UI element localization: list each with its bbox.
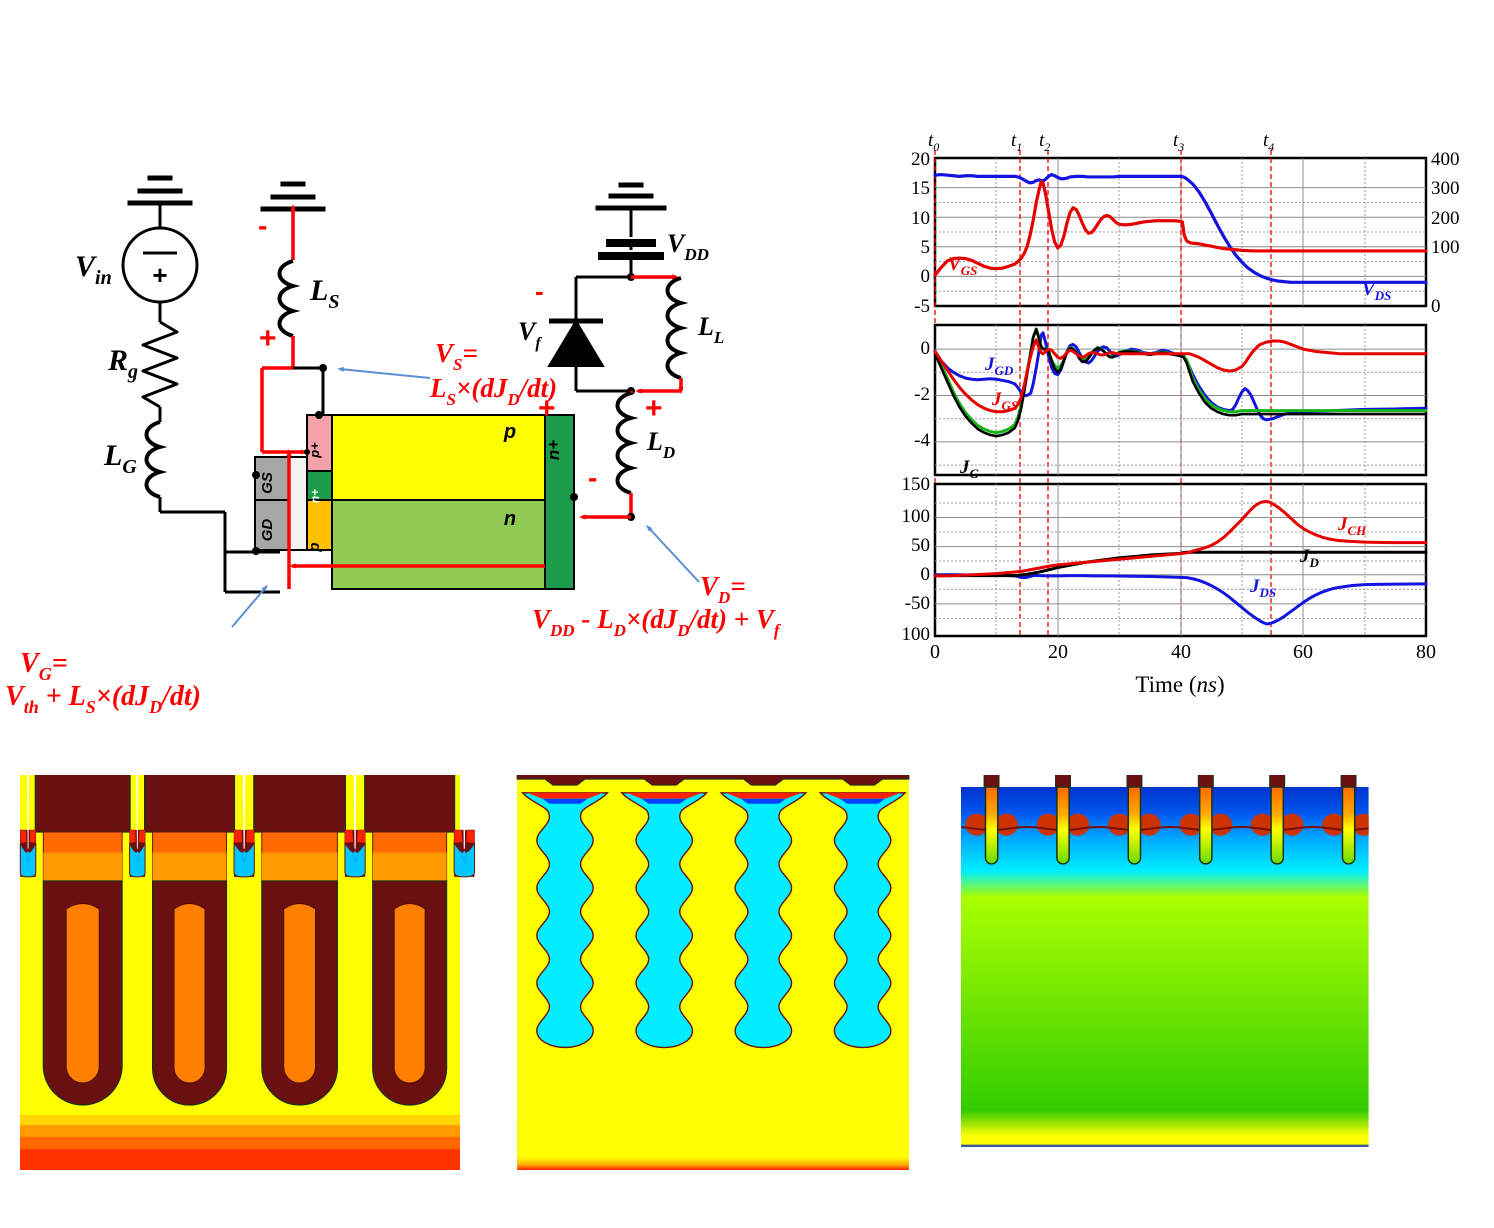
svg-text:100: 100 xyxy=(902,624,931,645)
svg-text:VD=: VD= xyxy=(700,571,746,607)
svg-text:Vth + LS×(dJD/dt): Vth + LS×(dJD/dt) xyxy=(5,681,201,717)
svg-text:0: 0 xyxy=(921,564,931,585)
svg-text:Vin: Vin xyxy=(75,250,112,289)
svg-text:GD: GD xyxy=(259,519,276,542)
svg-text:40: 40 xyxy=(1171,641,1191,663)
svg-text:200: 200 xyxy=(1431,208,1460,229)
svg-text:Vf: Vf xyxy=(518,317,542,352)
svg-text:-: - xyxy=(535,276,544,306)
svg-text:t1: t1 xyxy=(1011,130,1022,154)
svg-text:JD: JD xyxy=(1299,546,1320,570)
svg-text:-5: -5 xyxy=(914,296,930,317)
svg-text:150: 150 xyxy=(902,474,931,495)
svg-text:60: 60 xyxy=(1293,641,1313,663)
svg-text:5: 5 xyxy=(921,237,931,258)
svg-text:-2: -2 xyxy=(914,384,930,405)
svg-text:p: p xyxy=(306,542,323,552)
svg-text:t3: t3 xyxy=(1173,130,1184,154)
svg-text:-: - xyxy=(258,210,267,241)
svg-text:0: 0 xyxy=(930,641,940,663)
svg-text:VG=: VG= xyxy=(20,648,68,684)
svg-text:15: 15 xyxy=(911,178,930,199)
svg-text:400: 400 xyxy=(1431,149,1460,170)
svg-text:20: 20 xyxy=(911,149,930,170)
svg-text:JG: JG xyxy=(959,457,980,481)
svg-text:Rg: Rg xyxy=(107,344,138,383)
svg-text:LG: LG xyxy=(103,439,137,478)
svg-text:+: + xyxy=(152,260,167,290)
svg-text:n+: n+ xyxy=(308,489,322,503)
svg-text:t0: t0 xyxy=(928,130,939,154)
svg-text:LD: LD xyxy=(646,427,675,462)
svg-text:n: n xyxy=(504,508,516,530)
svg-text:t2: t2 xyxy=(1039,130,1050,154)
svg-text:100: 100 xyxy=(902,506,931,527)
svg-text:LL: LL xyxy=(697,312,724,347)
svg-text:p: p xyxy=(503,421,516,443)
svg-text:100: 100 xyxy=(1431,237,1460,258)
svg-text:VS=: VS= xyxy=(435,338,478,374)
svg-text:JDS: JDS xyxy=(1249,576,1276,600)
svg-text:-: - xyxy=(588,462,597,493)
svg-text:0: 0 xyxy=(921,338,931,359)
svg-text:0: 0 xyxy=(1431,296,1441,317)
svg-text:Time (ns): Time (ns) xyxy=(1135,672,1224,697)
svg-text:-50: -50 xyxy=(905,593,930,614)
svg-text:80: 80 xyxy=(1416,641,1436,663)
svg-text:n+: n+ xyxy=(544,440,563,460)
svg-text:300: 300 xyxy=(1431,178,1460,199)
svg-text:GS: GS xyxy=(259,472,276,494)
svg-text:LS: LS xyxy=(309,274,339,313)
svg-text:VDD: VDD xyxy=(667,229,709,264)
svg-text:VDD - LD×(dJD/dt) + Vf: VDD - LD×(dJD/dt) + Vf xyxy=(532,604,782,640)
svg-text:-4: -4 xyxy=(914,430,930,451)
svg-text:0: 0 xyxy=(921,266,931,287)
svg-text:JGS: JGS xyxy=(991,389,1018,413)
svg-text:+: + xyxy=(538,392,556,425)
svg-text:50: 50 xyxy=(911,535,930,556)
svg-text:JGD: JGD xyxy=(984,354,1014,378)
svg-text:10: 10 xyxy=(911,208,930,229)
svg-text:+: + xyxy=(259,322,277,355)
svg-text:t4: t4 xyxy=(1263,130,1274,154)
svg-text:+: + xyxy=(645,392,663,425)
svg-text:20: 20 xyxy=(1048,641,1068,663)
